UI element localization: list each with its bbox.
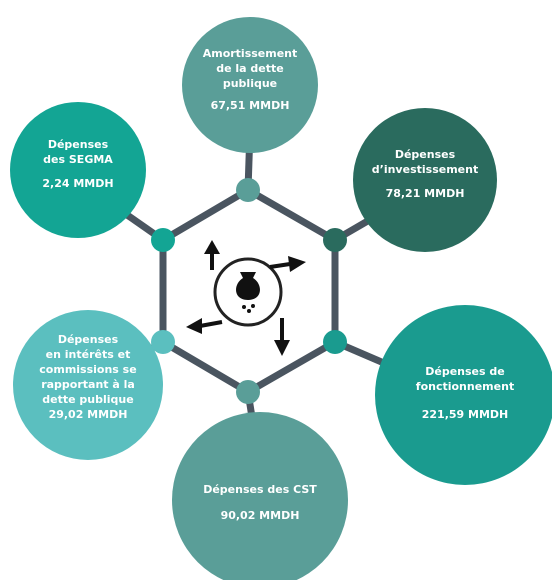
node-circle: [10, 102, 146, 238]
node-value: 90,02 MMDH: [221, 509, 300, 522]
node-value: 67,51 MMDH: [211, 99, 290, 112]
node-value: 2,24 MMDH: [42, 177, 113, 190]
node-label: Dépenses: [58, 333, 119, 346]
node-label: de la dette: [216, 62, 284, 75]
node-label: fonctionnement: [416, 380, 514, 393]
node-circle: [13, 310, 163, 460]
node-label: rapportant à la: [41, 378, 135, 391]
node-value: 78,21 MMDH: [386, 187, 465, 200]
node-label: des SEGMA: [43, 153, 113, 166]
node-label: Dépenses des CST: [203, 483, 317, 496]
node-circle: [172, 412, 348, 580]
node-circle: [182, 17, 318, 153]
node-label: dette publique: [42, 393, 133, 406]
node-label: Dépenses de: [425, 365, 504, 378]
node-circle: [353, 108, 497, 252]
node-value: 29,02 MMDH: [49, 408, 128, 421]
vertex-dot: [236, 380, 260, 404]
node-label: d’investissement: [372, 163, 478, 176]
vertex-dot: [236, 178, 260, 202]
node-label: commissions se: [39, 363, 136, 376]
node-circle: [375, 305, 552, 485]
vertex-dot: [323, 228, 347, 252]
vertex-dot: [151, 228, 175, 252]
node-label: Amortissement: [203, 47, 298, 60]
vertex-dot: [151, 330, 175, 354]
node-value: 221,59 MMDH: [422, 408, 509, 421]
node-label: Dépenses: [395, 148, 456, 161]
vertex-dot: [323, 330, 347, 354]
center-icon: [186, 240, 306, 356]
node-label: publique: [223, 77, 277, 90]
node-label: Dépenses: [48, 138, 109, 151]
node-label: en intérêts et: [46, 348, 131, 361]
